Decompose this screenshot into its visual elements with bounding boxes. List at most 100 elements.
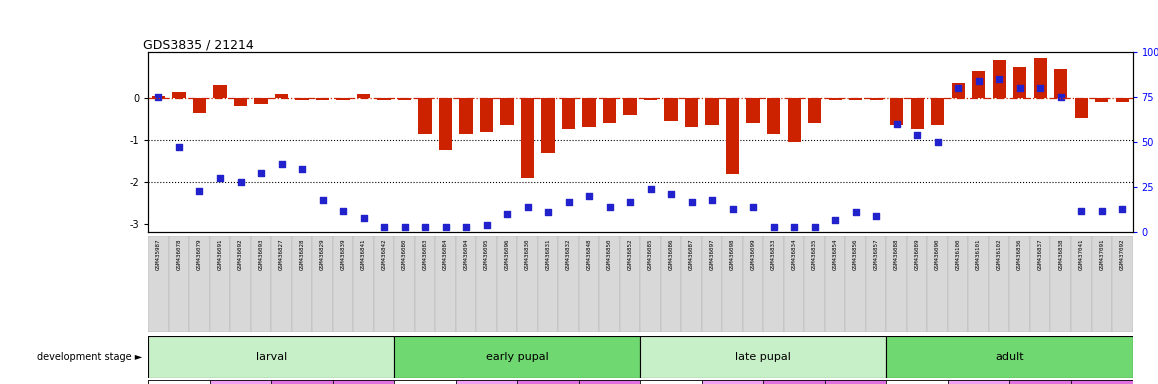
Point (887, 121, 906, 127)
Bar (394, 236, 415, 332)
Bar (849, 98, 863, 100)
Point (948, 85, 967, 91)
Text: development stage ►: development stage ► (37, 352, 142, 362)
Point (519, 204, 537, 210)
Text: GSM436841: GSM436841 (361, 238, 366, 270)
Point (232, 179, 250, 185)
Point (642, 186, 660, 192)
Bar (887, 236, 907, 332)
Bar (500, 98, 514, 125)
Bar (1092, 236, 1112, 332)
Bar (928, 236, 948, 332)
Bar (640, 380, 702, 384)
Point (395, 224, 413, 230)
Text: GSM436093: GSM436093 (258, 238, 264, 270)
Point (806, 224, 824, 230)
Bar (886, 380, 948, 384)
Point (293, 166, 312, 172)
Bar (845, 236, 866, 332)
Bar (378, 98, 390, 100)
Point (538, 209, 557, 215)
Text: GSM436857: GSM436857 (873, 238, 879, 270)
Text: GSM436835: GSM436835 (812, 238, 818, 270)
Text: GSM436834: GSM436834 (792, 238, 797, 270)
Bar (353, 236, 374, 332)
Bar (271, 380, 332, 384)
Bar (251, 236, 271, 332)
Point (190, 188, 208, 194)
Bar (600, 236, 620, 332)
Text: GSM436089: GSM436089 (915, 238, 919, 270)
Point (314, 197, 332, 203)
Bar (808, 98, 821, 123)
Point (354, 215, 373, 221)
Bar (1029, 236, 1050, 332)
Point (969, 78, 988, 84)
Text: GSM436850: GSM436850 (607, 238, 613, 270)
Point (334, 208, 352, 214)
Bar (620, 236, 640, 332)
Bar (234, 98, 247, 106)
Bar (640, 236, 661, 332)
Bar (398, 98, 411, 100)
Bar (1071, 380, 1133, 384)
Bar (562, 98, 576, 129)
Bar (891, 98, 903, 125)
Bar (415, 236, 435, 332)
Text: GSM436078: GSM436078 (176, 238, 182, 270)
Bar (623, 98, 637, 115)
Point (703, 197, 721, 203)
Bar (1010, 236, 1029, 332)
Point (149, 94, 168, 100)
Point (600, 204, 618, 210)
Bar (686, 98, 698, 127)
Bar (271, 236, 292, 332)
Bar (210, 236, 230, 332)
Bar (148, 380, 210, 384)
Text: adult: adult (995, 352, 1024, 362)
Text: GSM436839: GSM436839 (340, 238, 345, 270)
Point (1051, 94, 1070, 100)
Bar (705, 98, 719, 125)
Point (437, 224, 455, 230)
Bar (313, 236, 332, 332)
Bar (784, 236, 805, 332)
Bar (418, 98, 432, 134)
Bar (702, 380, 763, 384)
Text: GSM436080: GSM436080 (402, 238, 408, 270)
Bar (805, 236, 824, 332)
Bar (193, 98, 206, 113)
Text: GSM436085: GSM436085 (648, 238, 653, 270)
Bar (169, 236, 189, 332)
Text: GSM436832: GSM436832 (566, 238, 571, 270)
Text: GSM436848: GSM436848 (587, 238, 592, 270)
Bar (582, 98, 595, 127)
Text: GSM436854: GSM436854 (833, 238, 837, 270)
Text: GSM436091: GSM436091 (218, 238, 222, 270)
Point (456, 224, 475, 230)
Bar (497, 236, 518, 332)
Bar (435, 236, 456, 332)
Text: GDS3835 / 21214: GDS3835 / 21214 (144, 39, 254, 52)
Bar (332, 380, 394, 384)
Bar (1115, 98, 1129, 102)
Bar (870, 98, 882, 100)
Text: GSM436836: GSM436836 (1017, 238, 1023, 270)
Point (621, 199, 639, 205)
Bar (394, 336, 640, 378)
Text: GSM436095: GSM436095 (484, 238, 489, 270)
Bar (1071, 236, 1092, 332)
Text: late pupal: late pupal (735, 352, 791, 362)
Bar (1054, 69, 1068, 98)
Bar (1112, 236, 1133, 332)
Bar (931, 98, 945, 125)
Point (908, 132, 926, 138)
Bar (968, 236, 989, 332)
Bar (357, 94, 371, 98)
Point (1092, 208, 1111, 214)
Bar (640, 336, 887, 378)
Text: GSM436100: GSM436100 (955, 238, 961, 270)
Bar (1010, 380, 1071, 384)
Text: GSM437041: GSM437041 (1079, 238, 1084, 270)
Bar (824, 380, 886, 384)
